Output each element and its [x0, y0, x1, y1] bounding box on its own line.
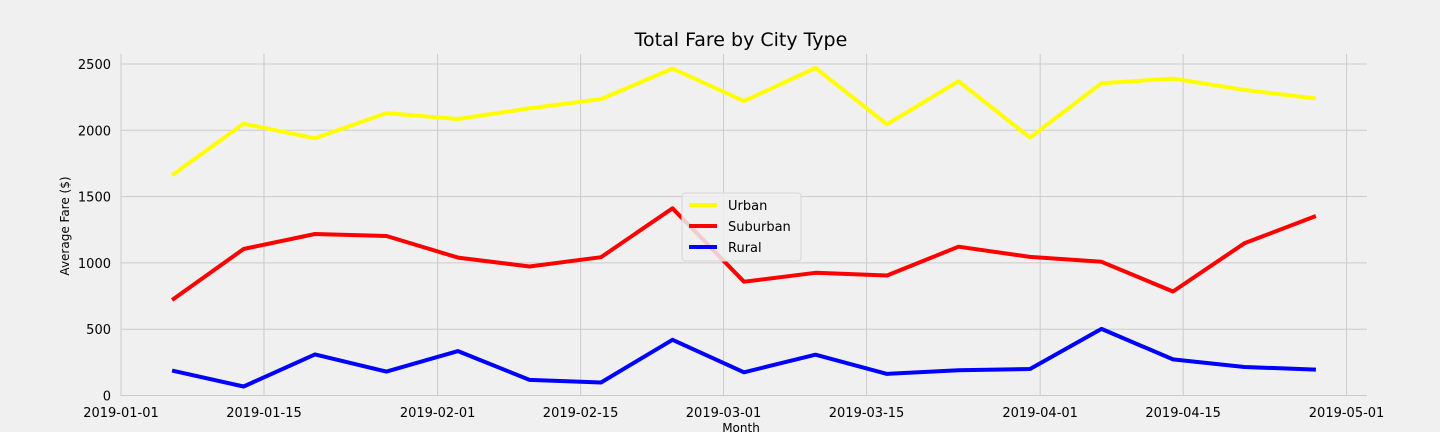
x-tick-label: 2019-05-01 — [1309, 406, 1385, 421]
series-line-suburban — [170, 206, 1317, 302]
y-tick-label: 0 — [103, 390, 111, 405]
chart-title: Total Fare by City Type — [634, 29, 848, 51]
legend-label-suburban: Suburban — [728, 220, 791, 235]
grid — [120, 54, 1367, 396]
x-tick-label: 2019-04-01 — [1002, 406, 1078, 421]
series-lines — [170, 66, 1317, 389]
x-axis-label: Month — [722, 421, 760, 432]
x-tick-label: 2019-03-01 — [686, 406, 762, 421]
legend[interactable]: Urban Suburban Rural — [681, 192, 802, 262]
series-line-urban — [170, 66, 1317, 177]
x-tick-label: 2019-04-15 — [1145, 406, 1221, 421]
y-tick-label: 1000 — [78, 257, 111, 272]
x-tick-label: 2019-01-15 — [226, 406, 302, 421]
x-tick-label: 2019-02-01 — [400, 406, 476, 421]
y-tick-labels: 0 500 1000 1500 2000 2500 — [78, 58, 111, 405]
y-tick-label: 2000 — [78, 124, 111, 139]
y-tick-label: 500 — [86, 323, 111, 338]
x-tick-labels: 2019-01-01 2019-01-15 2019-02-01 2019-02-15… — [83, 406, 1384, 421]
x-tick-label: 2019-02-15 — [543, 406, 619, 421]
legend-label-rural: Rural — [728, 241, 762, 256]
legend-label-urban: Urban — [728, 199, 767, 214]
y-axis-label: Average Fare ($) — [58, 176, 72, 275]
y-tick-label: 2500 — [78, 58, 111, 73]
x-tick-label: 2019-01-01 — [83, 406, 159, 421]
legend-box — [681, 192, 802, 262]
x-tick-label: 2019-03-15 — [829, 406, 905, 421]
series-line-rural — [171, 326, 1316, 389]
y-tick-label: 1500 — [78, 191, 111, 206]
